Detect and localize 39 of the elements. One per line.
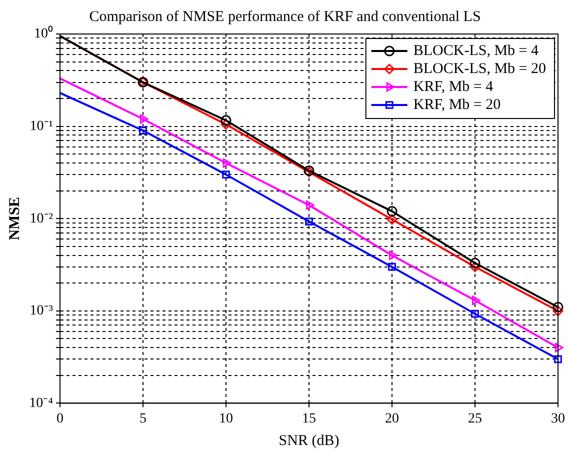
y-tick-label: 10⁻⁴: [29, 396, 54, 411]
x-tick-label: 0: [56, 411, 64, 426]
point: [220, 119, 232, 130]
legend-label: BLOCK-LS, Mb = 4: [413, 42, 539, 59]
point: [470, 258, 480, 268]
legend-label: KRF, Mb = 4: [413, 78, 494, 95]
x-tick-label: 5: [140, 411, 146, 426]
point: [552, 306, 564, 316]
x-tick-label: 25: [468, 411, 482, 426]
point: [388, 262, 396, 271]
point: [552, 302, 564, 312]
legend-label: KRF, Mb = 20: [413, 96, 501, 113]
y-tick-label: 10⁻³: [30, 304, 53, 319]
point: [389, 250, 398, 260]
x-tick-label: 10: [219, 411, 233, 426]
y-tick-label: 10⁻²: [30, 211, 53, 226]
point: [222, 170, 230, 178]
y-axis-title: NMSE: [6, 196, 23, 240]
y-tick-label: 10⁰: [34, 26, 53, 42]
point: [139, 126, 147, 134]
x-tick-label: 20: [385, 411, 399, 426]
x-tick-label: 30: [551, 411, 565, 426]
point: [306, 200, 314, 210]
point: [554, 355, 562, 364]
legend-label: BLOCK-LS, Mb = 20: [413, 60, 546, 77]
point: [386, 214, 398, 225]
y-tick-label: 10⁻¹: [30, 118, 53, 134]
point: [140, 114, 148, 124]
point: [471, 310, 479, 318]
point: [472, 296, 480, 306]
point: [305, 218, 313, 226]
x-tick-label: 15: [302, 411, 316, 426]
x-axis-title: SNR (dB): [278, 432, 340, 449]
point: [220, 115, 232, 126]
point: [223, 158, 232, 168]
point: [386, 206, 398, 217]
point: [470, 262, 480, 272]
point: [555, 342, 564, 352]
chart-title: Comparison of NMSE performance of KRF and conventional LS: [89, 8, 481, 25]
